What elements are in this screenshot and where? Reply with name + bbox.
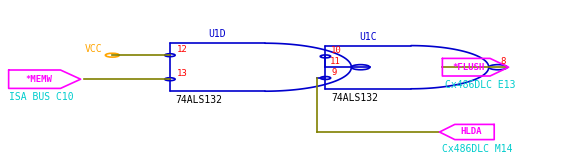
Text: HLDA: HLDA: [460, 128, 482, 136]
Text: *FLUSH: *FLUSH: [453, 63, 485, 72]
Text: Cx486DLC M14: Cx486DLC M14: [442, 144, 513, 154]
Text: Cx486DLC E13: Cx486DLC E13: [445, 80, 516, 90]
Text: *MEMW: *MEMW: [25, 75, 52, 84]
Text: 10: 10: [331, 46, 342, 55]
Text: U1C: U1C: [359, 32, 377, 42]
Text: 9: 9: [331, 68, 336, 77]
Text: 74ALS132: 74ALS132: [176, 95, 223, 105]
Text: 8: 8: [500, 57, 506, 66]
Text: 13: 13: [177, 69, 188, 78]
Text: VCC: VCC: [85, 44, 103, 54]
Text: U1D: U1D: [209, 29, 226, 39]
Text: 12: 12: [177, 45, 188, 54]
Text: 74ALS132: 74ALS132: [331, 93, 378, 103]
Text: ISA BUS C10: ISA BUS C10: [9, 92, 73, 102]
Text: 11: 11: [330, 57, 341, 66]
